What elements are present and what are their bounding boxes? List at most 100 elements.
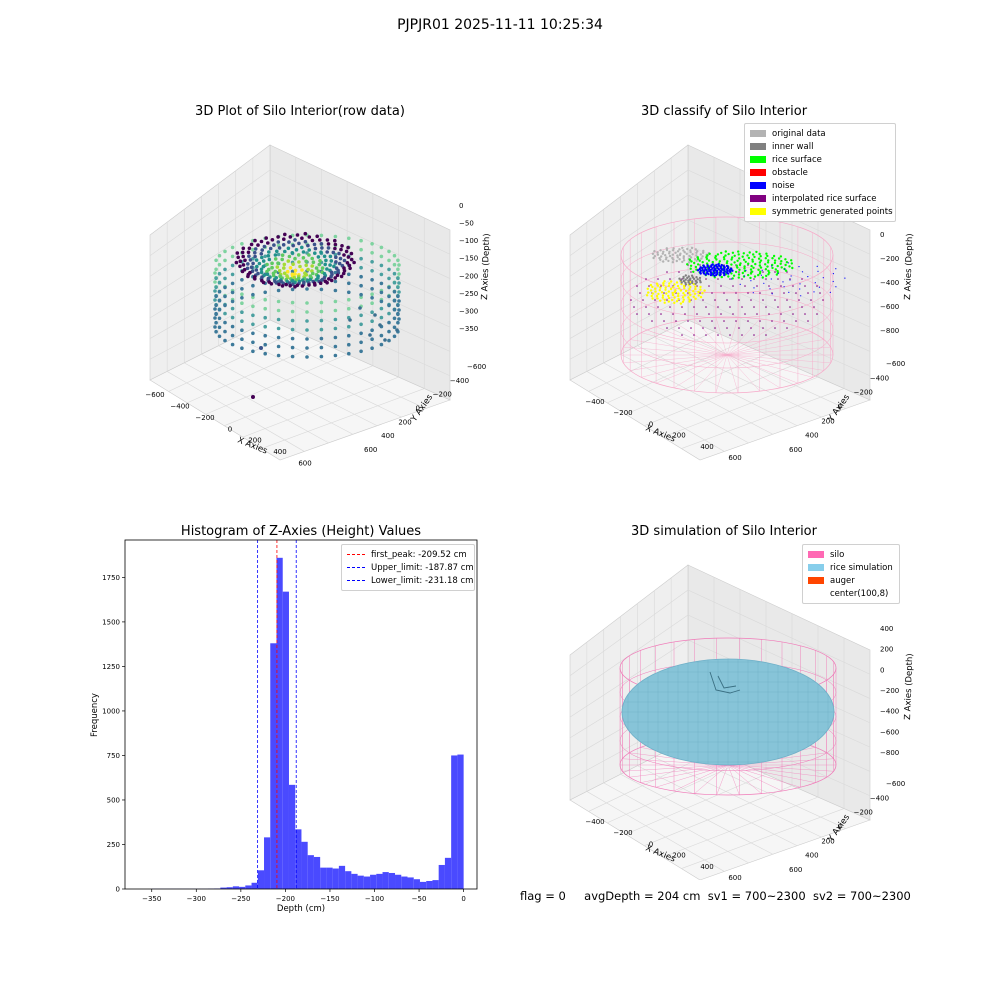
panel1-point <box>396 320 400 325</box>
panel2-point <box>737 276 740 279</box>
panel1-point <box>240 250 245 255</box>
panel2-point <box>695 276 698 279</box>
histogram-bar <box>251 882 258 889</box>
panel2-point <box>731 269 734 272</box>
panel2-point <box>752 292 754 294</box>
panel1-point <box>339 274 344 279</box>
panel2-point <box>771 257 774 260</box>
panel2-point <box>741 271 744 275</box>
panel2-point <box>759 259 763 262</box>
panel2-point <box>801 278 803 280</box>
panel2-point <box>684 274 687 277</box>
panel2-point <box>663 301 666 304</box>
panel2-point <box>784 263 787 267</box>
panel1-point <box>348 266 352 271</box>
panel2-point <box>766 261 770 264</box>
panel2-point <box>773 259 777 262</box>
panel1-point <box>230 315 235 320</box>
panel2-point <box>832 280 834 283</box>
histogram-bar <box>444 857 452 889</box>
panel4-x-tick: −200 <box>613 829 632 837</box>
panel1-point <box>291 243 295 248</box>
panel1-point <box>253 247 258 251</box>
panel2-point <box>699 253 702 256</box>
panel2-point <box>723 258 726 261</box>
panel4-legend: silo rice simulation auger center(100,8) <box>802 544 900 604</box>
panel1-point <box>240 337 244 341</box>
panel2-point <box>738 327 740 329</box>
panel2-point <box>656 297 659 300</box>
panel4-z-tick: 0 <box>880 666 884 674</box>
panel2-point <box>683 251 686 254</box>
panel1-point <box>246 262 250 266</box>
panel2-point <box>729 278 731 280</box>
x-tick-label: 0 <box>461 895 465 903</box>
panel1-point <box>312 242 317 247</box>
panel1-point <box>263 290 267 295</box>
histogram-bar <box>226 887 233 889</box>
panel2-point <box>720 285 722 287</box>
panel1-point <box>280 253 285 257</box>
panel2-point <box>664 254 667 257</box>
panel1-point <box>340 244 344 248</box>
panel2-point <box>780 260 783 263</box>
panel2-point <box>783 286 785 288</box>
panel2-point <box>690 327 692 329</box>
panel2-point <box>707 272 710 276</box>
panel1-point <box>324 258 328 263</box>
panel1-point <box>333 246 337 251</box>
histogram-bar <box>276 557 283 889</box>
panel2-point <box>692 290 695 293</box>
panel1-point <box>290 345 295 350</box>
panel1-point <box>283 232 287 237</box>
panel1-point <box>370 287 374 291</box>
panel1-point <box>342 253 346 257</box>
panel1-point <box>214 303 218 308</box>
y-tick-label: 1250 <box>102 663 120 671</box>
panel3-bars <box>151 557 464 889</box>
panel2-point <box>690 274 694 277</box>
panel2-point <box>741 334 743 336</box>
panel1-point <box>387 258 391 263</box>
panel2-point <box>785 261 789 264</box>
legend-item: rice simulation <box>808 561 894 574</box>
panel2-point <box>755 250 758 254</box>
panel2-point <box>784 258 787 261</box>
panel1-point <box>251 247 255 252</box>
panel2-point <box>758 252 761 256</box>
histogram-bar <box>332 868 339 889</box>
panel2-point <box>664 286 667 289</box>
panel2-point <box>725 261 729 265</box>
panel2-point <box>738 271 740 273</box>
panel1-z-tick: −50 <box>459 220 474 228</box>
panel2-point <box>717 306 719 308</box>
panel1-point <box>387 267 391 272</box>
panel2-point <box>727 275 730 278</box>
avg-depth-text: avgDepth = 204 cm <box>584 889 701 903</box>
panel2-title: 3D classify of Silo Interior <box>640 104 808 119</box>
panel2-point <box>835 286 837 288</box>
panel2-point <box>790 262 793 265</box>
panel2-point <box>771 266 774 270</box>
panel2-point <box>717 263 720 266</box>
panel2-y-tick: 600 <box>789 446 802 454</box>
panel1-point <box>333 279 338 284</box>
panel1-axes-box <box>149 144 451 461</box>
panel2-point <box>738 268 741 271</box>
panel2-point <box>730 258 733 261</box>
panel2-point <box>751 258 754 261</box>
panel1-point <box>217 253 222 258</box>
panel1-point <box>370 310 374 314</box>
panel2-y-tick: 200 <box>821 417 834 425</box>
panel2-point <box>747 273 750 277</box>
panel2-point <box>651 320 653 322</box>
panel2-point <box>701 255 704 258</box>
panel1-point <box>305 319 309 323</box>
panel2-point <box>780 313 782 315</box>
x-tick-label: −250 <box>231 895 250 903</box>
panel4-y-tick: −200 <box>854 809 873 817</box>
panel1-point <box>297 260 301 264</box>
panel2-point <box>689 277 692 280</box>
panel2-point <box>822 299 824 301</box>
panel2-point <box>764 257 767 260</box>
